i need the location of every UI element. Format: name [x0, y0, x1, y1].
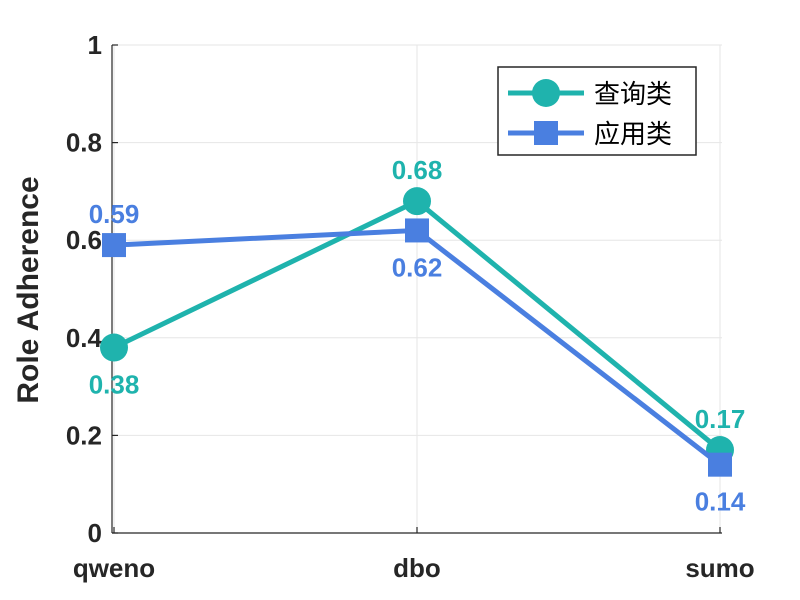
series — [100, 187, 734, 477]
data-label: 0.17 — [695, 404, 746, 434]
x-tick-label: dbo — [393, 553, 441, 583]
x-tick-label: sumo — [685, 553, 754, 583]
data-point-square — [102, 233, 126, 258]
y-axis-title: Role Adherence — [12, 176, 45, 403]
y-tick-label: 0 — [88, 518, 102, 548]
series-1 — [100, 187, 734, 465]
legend-label: 查询类 — [594, 80, 672, 110]
data-label: 0.14 — [695, 487, 746, 517]
data-label: 0.59 — [89, 199, 140, 229]
series-2 — [102, 218, 732, 477]
y-tick-label: 1 — [88, 30, 102, 60]
data-point-circle — [403, 187, 431, 216]
legend-marker-circle — [532, 79, 560, 107]
legend-label: 应用类 — [594, 120, 672, 150]
y-tick-label: 0.6 — [66, 225, 102, 255]
data-point-square — [405, 218, 429, 243]
tick-labels: 0 0.2 0.4 0.6 0.8 1 qweno dbo sumo — [66, 30, 755, 583]
y-tick-label: 0.8 — [66, 128, 102, 158]
legend-marker-square — [534, 121, 558, 145]
data-point-square — [708, 452, 732, 477]
legend-item: 应用类 — [508, 120, 672, 150]
data-point-circle — [100, 333, 128, 362]
data-label: 0.38 — [89, 370, 140, 400]
y-tick-label: 0.2 — [66, 420, 102, 450]
y-tick-label: 0.4 — [66, 323, 103, 353]
legend-box — [497, 66, 697, 156]
data-label: 0.62 — [392, 252, 443, 282]
data-label: 0.68 — [392, 155, 443, 185]
data-labels: 0.38 0.68 0.17 0.59 0.62 0.14 — [89, 155, 746, 517]
x-tick-label: qweno — [73, 553, 155, 583]
legend-item: 查询类 — [508, 79, 672, 110]
